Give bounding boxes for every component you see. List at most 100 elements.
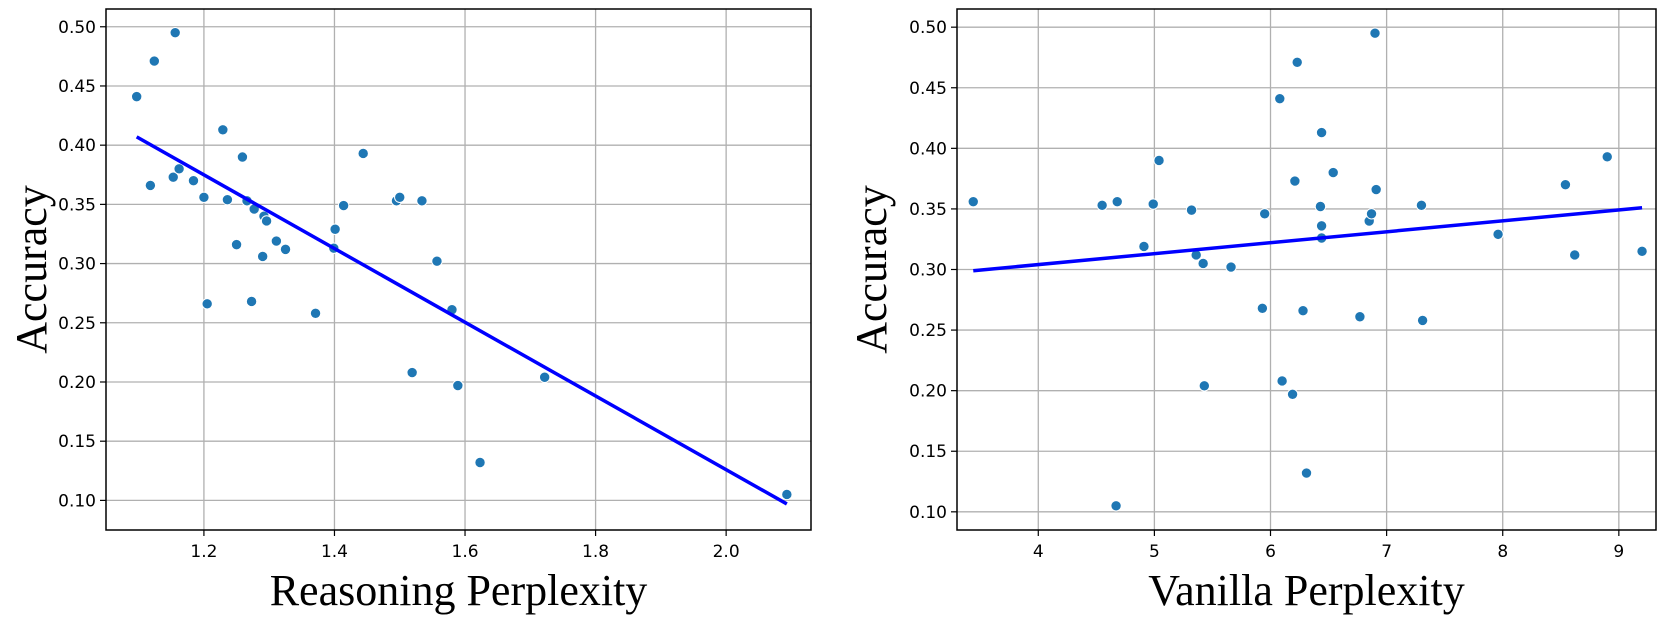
reasoning-data-point (169, 26, 181, 39)
y-axis-label: Accuracy (7, 185, 56, 354)
y-tick-label: 0.30 (909, 261, 947, 281)
x-tick-label: 4 (1033, 542, 1044, 562)
reasoning-data-point (357, 147, 369, 160)
y-tick-label: 0.40 (909, 139, 947, 159)
y-tick-label: 0.30 (58, 255, 96, 275)
x-tick-label: 7 (1381, 542, 1392, 562)
vanilla-data-point (1291, 56, 1303, 69)
vanilla-data-point (1274, 92, 1286, 105)
reasoning-data-point (538, 371, 551, 383)
vanilla-trend-line (973, 205, 1643, 273)
vanilla-data-point (1365, 208, 1378, 220)
vanilla-data-point (1315, 126, 1328, 139)
vanilla-data-point (1147, 198, 1159, 210)
reasoning-perplexity-panel: 1.2 1.4 1.6 1.8 2.0 0.10 0.15 0.20 0.25 0.30 0.35 0… (7, 8, 812, 615)
y-tick-label: 0.35 (58, 195, 96, 215)
vanilla-data-point (1258, 208, 1271, 220)
reasoning-data-point (452, 379, 464, 392)
plot-frame (105, 8, 812, 531)
y-tick-label: 0.45 (909, 79, 947, 99)
vanilla-data-point (1297, 304, 1309, 317)
x-tick-label: 1.6 (452, 542, 479, 562)
vanilla-data-point (1569, 249, 1581, 261)
vanilla-data-point (967, 195, 979, 208)
y-tick-label: 0.45 (58, 77, 96, 97)
reasoning-data-point (394, 191, 406, 203)
y-tick-label: 0.25 (909, 321, 947, 341)
reasoning-data-point (187, 174, 200, 187)
reasoning-data-point (217, 124, 229, 136)
x-tick-label: 1.8 (582, 542, 609, 562)
reasoning-data-point (245, 295, 258, 308)
reasoning-data-point (260, 215, 273, 227)
x-tick-label: 2.0 (713, 542, 740, 562)
x-tick-label: 9 (1613, 542, 1624, 562)
reasoning-data-point (221, 193, 234, 206)
x-axis-label: Vanilla Perplexity (1148, 566, 1465, 615)
reasoning-data-point (474, 456, 486, 469)
vanilla-data-point (1354, 311, 1366, 323)
y-tick-label: 0.20 (58, 373, 96, 393)
vanilla-data-point (1601, 151, 1613, 163)
vanilla-data-point (1369, 27, 1381, 39)
vanilla-data-point (1416, 314, 1429, 327)
vanilla-data-point (1300, 467, 1313, 479)
reasoning-data-point (230, 238, 243, 251)
plot-frame (956, 8, 1657, 531)
vanilla-data-point (1153, 154, 1165, 167)
vanilla-data-point (1198, 380, 1211, 392)
y-tick-label: 0.40 (58, 136, 96, 156)
reasoning-data-point (167, 171, 179, 183)
vanilla-data-point (1276, 375, 1288, 387)
vanilla-data-point (1315, 220, 1328, 232)
vanilla-data-point (1559, 178, 1572, 191)
reasoning-data-point (329, 223, 341, 235)
reasoning-data-point (236, 151, 249, 163)
vanilla-data-point (1314, 200, 1327, 213)
x-tick-label: 6 (1265, 542, 1276, 562)
reasoning-data-point (130, 90, 143, 103)
x-axis-label: Reasoning Perplexity (270, 566, 648, 615)
reasoning-data-point (144, 179, 157, 192)
reasoning-data-point (201, 298, 213, 310)
y-tick-label: 0.15 (909, 442, 947, 462)
y-axis-label: Accuracy (847, 185, 896, 354)
reasoning-data-point (406, 366, 418, 379)
reasoning-data-point (431, 255, 443, 267)
x-tick-label: 8 (1497, 542, 1508, 562)
reasoning-data-point (148, 55, 161, 67)
y-tick-label: 0.10 (909, 503, 947, 523)
y-tick-label: 0.10 (58, 491, 96, 511)
y-tick-label: 0.50 (58, 18, 96, 38)
x-tick-label: 5 (1149, 542, 1160, 562)
vanilla-data-point (1225, 261, 1237, 273)
y-tick-label: 0.50 (909, 18, 947, 38)
vanilla-data-point (1289, 175, 1301, 187)
vanilla-data-point (1256, 302, 1269, 314)
reasoning-data-point (309, 307, 322, 320)
vanilla-data-point (1370, 183, 1382, 196)
reasoning-data-point (279, 243, 292, 256)
reasoning-data-point (337, 199, 350, 212)
vanilla-perplexity-panel: 4 5 6 7 8 9 0.10 0.15 0.20 0.25 0.30 0.35 0.40 0.45 0.… (847, 8, 1657, 615)
y-tick-label: 0.25 (58, 314, 96, 334)
reasoning-data-point (198, 191, 210, 203)
reasoning-data-point (781, 488, 793, 501)
vanilla-data-point (1185, 204, 1198, 216)
vanilla-data-point (1636, 245, 1648, 258)
reasoning-data-point (173, 163, 185, 175)
vanilla-data-point (1286, 388, 1299, 400)
y-tick-label: 0.35 (909, 200, 947, 220)
vanilla-data-point (1327, 166, 1339, 179)
vanilla-data-point (1138, 240, 1150, 253)
reasoning-data-point (270, 235, 283, 247)
vanilla-data-point (1415, 199, 1428, 211)
vanilla-data-point (1110, 500, 1122, 512)
reasoning-data-point (416, 195, 428, 207)
reasoning-trend-line (135, 135, 788, 506)
y-tick-label: 0.20 (909, 382, 947, 402)
vanilla-data-point (1111, 195, 1123, 208)
vanilla-data-point (1492, 228, 1504, 241)
x-tick-label: 1.2 (190, 542, 217, 562)
